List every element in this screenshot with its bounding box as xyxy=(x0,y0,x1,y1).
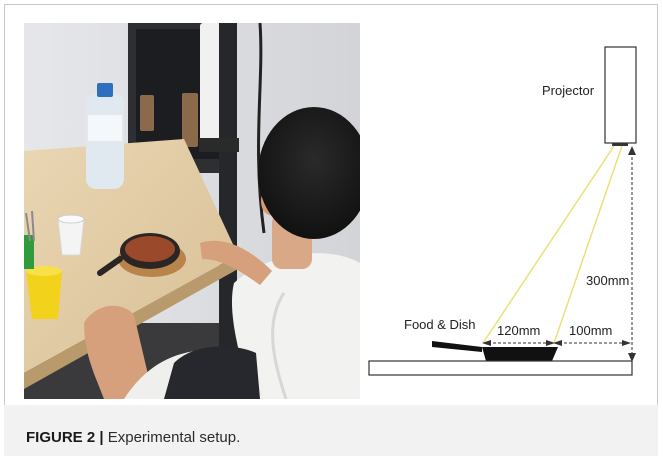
table-plate xyxy=(368,360,633,376)
clamp-2 xyxy=(140,95,154,131)
projector-label: Projector xyxy=(542,83,595,98)
skillet-handle xyxy=(97,256,123,276)
shirt-fold xyxy=(271,292,288,399)
food-label: Food & Dish xyxy=(404,317,476,332)
projector-box xyxy=(604,46,637,144)
green-cup xyxy=(24,235,34,269)
experiment-photo xyxy=(24,23,360,399)
dish-width-label: 120mm xyxy=(497,323,540,338)
yellow-cup-rim xyxy=(26,266,62,276)
height-arrow-bottom xyxy=(628,353,636,362)
dish-arrow-right xyxy=(546,340,555,346)
projection-line-left xyxy=(482,145,615,344)
cup-rim xyxy=(57,214,85,224)
offset-arrow-left xyxy=(553,340,562,346)
figure-caption: FIGURE 2 | Experimental setup. xyxy=(4,405,658,456)
photo-illustration xyxy=(24,23,360,399)
yellow-cup xyxy=(26,271,62,319)
dish-arrow-left xyxy=(482,340,491,346)
setup-diagram: Projector 300mm 120mm 100mm Food & Dish xyxy=(362,23,652,393)
stand-pole xyxy=(219,23,237,363)
clamp-1 xyxy=(182,93,198,147)
person-left-hand xyxy=(84,305,150,399)
offset-label: 100mm xyxy=(569,323,612,338)
food xyxy=(125,236,175,262)
spoon xyxy=(31,210,35,242)
dish-handle xyxy=(432,341,482,352)
offset-arrow-right xyxy=(622,340,631,346)
figure-label: FIGURE 2 | xyxy=(26,429,104,446)
person-head xyxy=(258,107,360,239)
figure-caption-text: Experimental setup. xyxy=(107,429,241,446)
projection-line-right xyxy=(553,145,623,344)
bottle-cap xyxy=(97,83,113,97)
mount xyxy=(199,138,239,152)
fork xyxy=(25,212,31,242)
height-arrow-top xyxy=(628,146,636,155)
person-trousers xyxy=(164,346,260,399)
dish-shape xyxy=(482,347,558,361)
paper-cup xyxy=(57,218,85,256)
setup-schematic: Projector 300mm 120mm 100mm Food & Dish xyxy=(368,46,637,376)
projector-lens xyxy=(612,143,628,146)
person-right-hand xyxy=(200,240,272,285)
cable xyxy=(257,23,266,234)
height-label: 300mm xyxy=(586,273,629,288)
person-shirt xyxy=(231,253,360,399)
bottle-label xyxy=(88,115,122,141)
